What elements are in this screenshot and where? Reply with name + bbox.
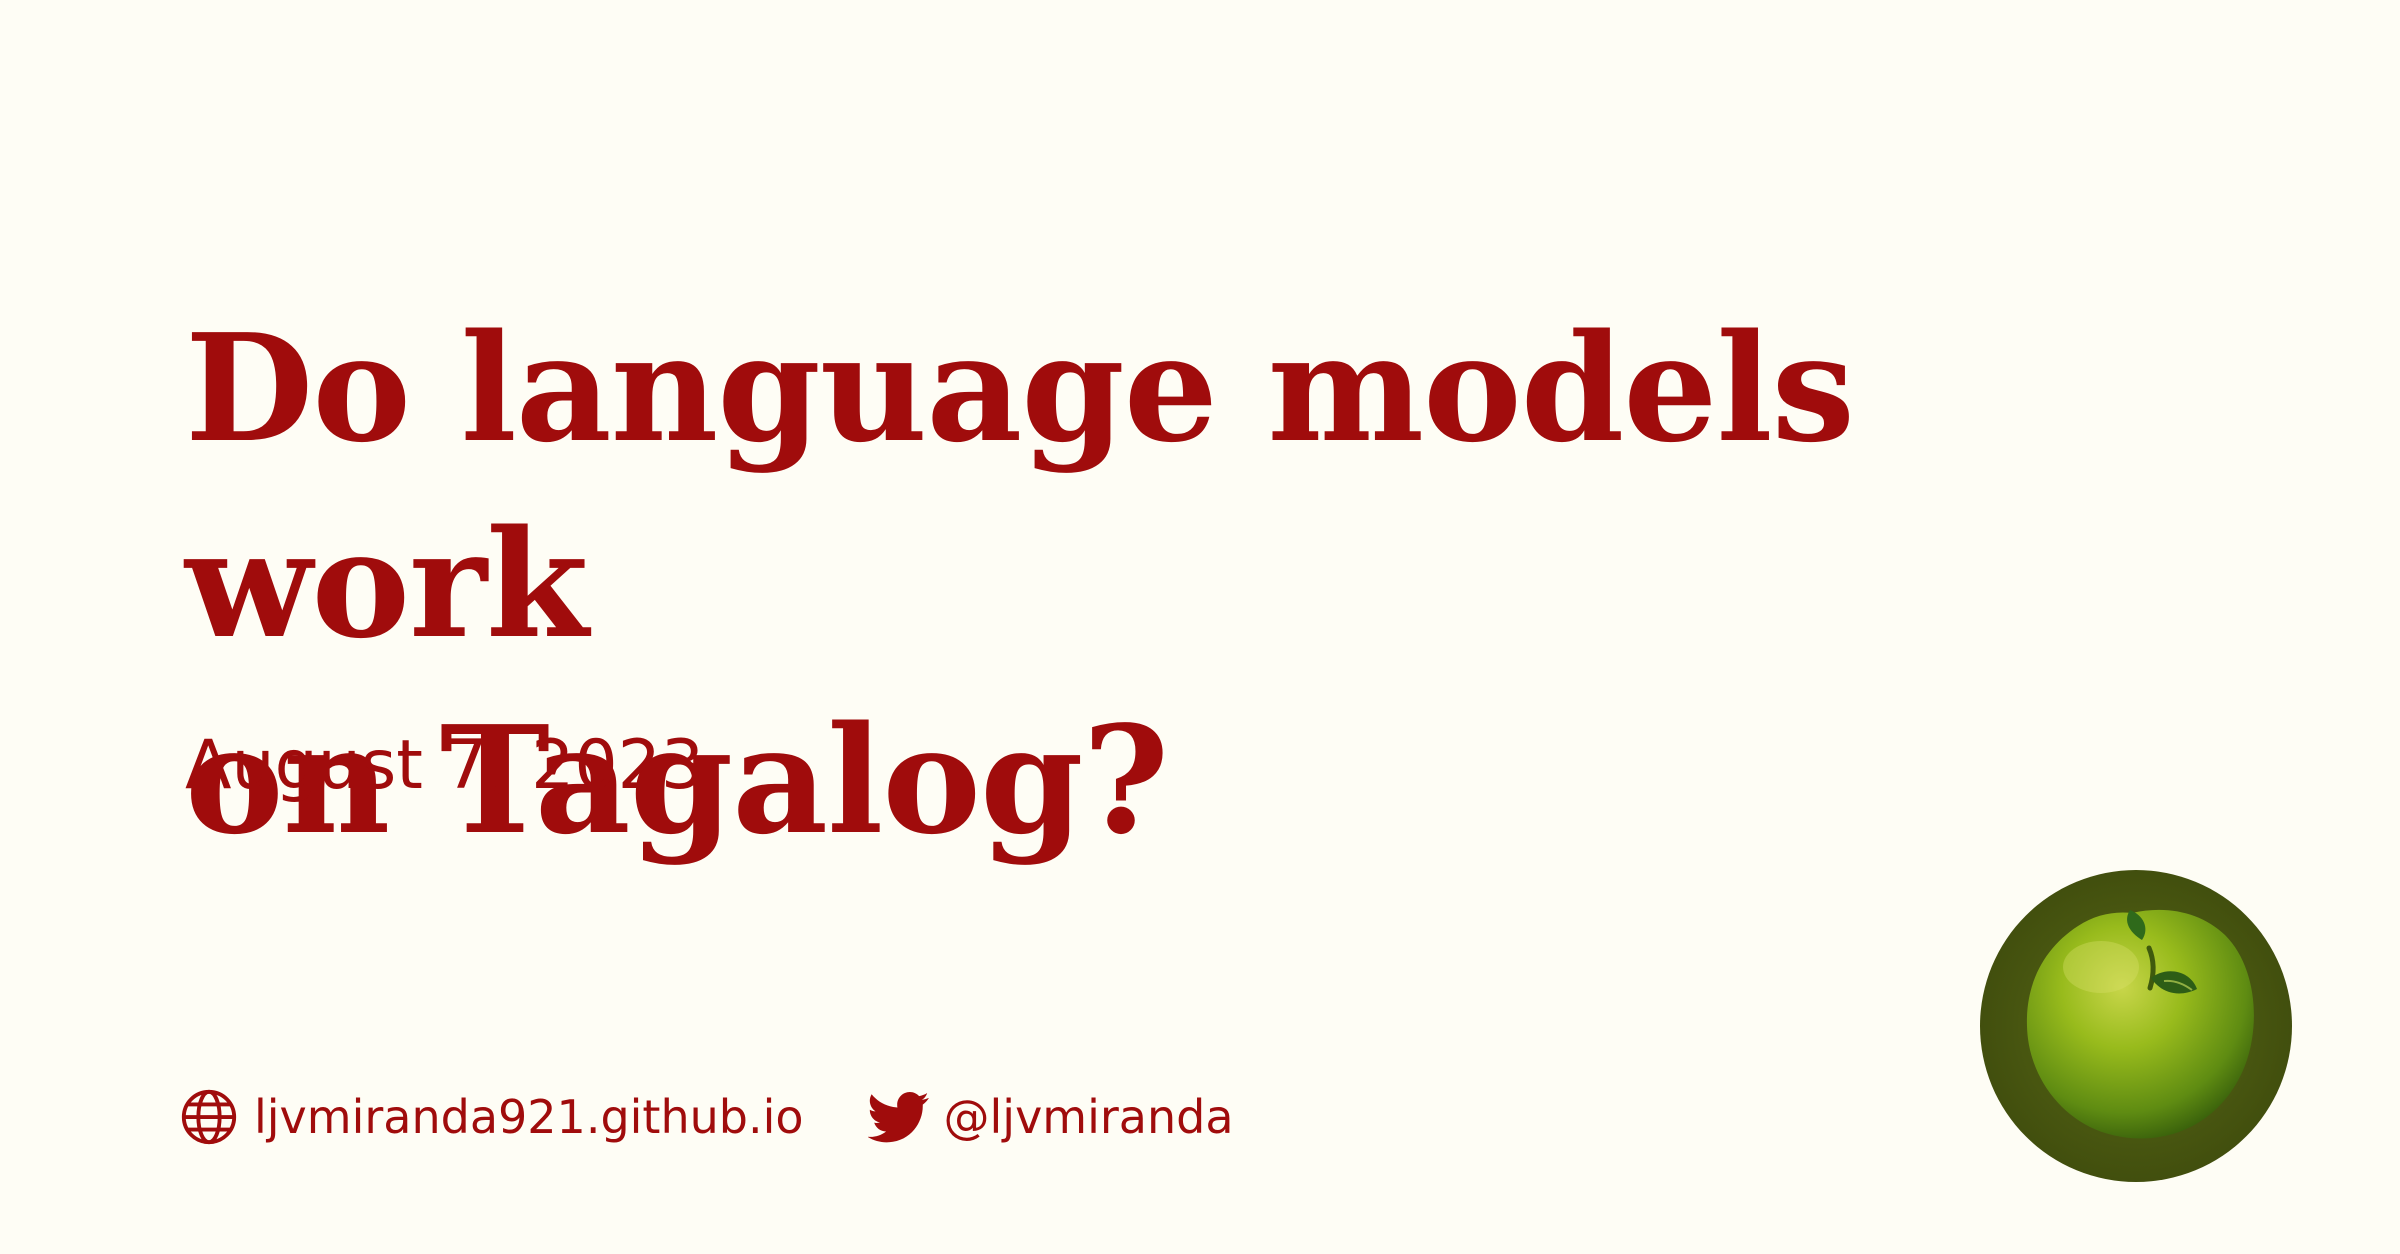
post-title-line-1: Do language models work: [185, 301, 1855, 671]
green-apple-logo: [1980, 870, 2292, 1182]
post-title-line-2: on Tagalog?: [185, 693, 1169, 867]
website-link[interactable]: ljvmiranda921.github.io: [178, 1086, 804, 1148]
twitter-handle: @ljvmiranda: [943, 1090, 1234, 1144]
footer: ljvmiranda921.github.io @ljvmiranda: [178, 1082, 1234, 1152]
twitter-link[interactable]: @ljvmiranda: [867, 1086, 1234, 1148]
post-date: August 7, 2023: [185, 726, 705, 805]
website-label: ljvmiranda921.github.io: [254, 1090, 804, 1144]
post-title: Do language models work on Tagalog?: [185, 290, 2185, 878]
globe-icon: [178, 1086, 240, 1148]
twitter-bird-icon: [867, 1086, 930, 1148]
green-apple-icon: [1980, 870, 2292, 1182]
